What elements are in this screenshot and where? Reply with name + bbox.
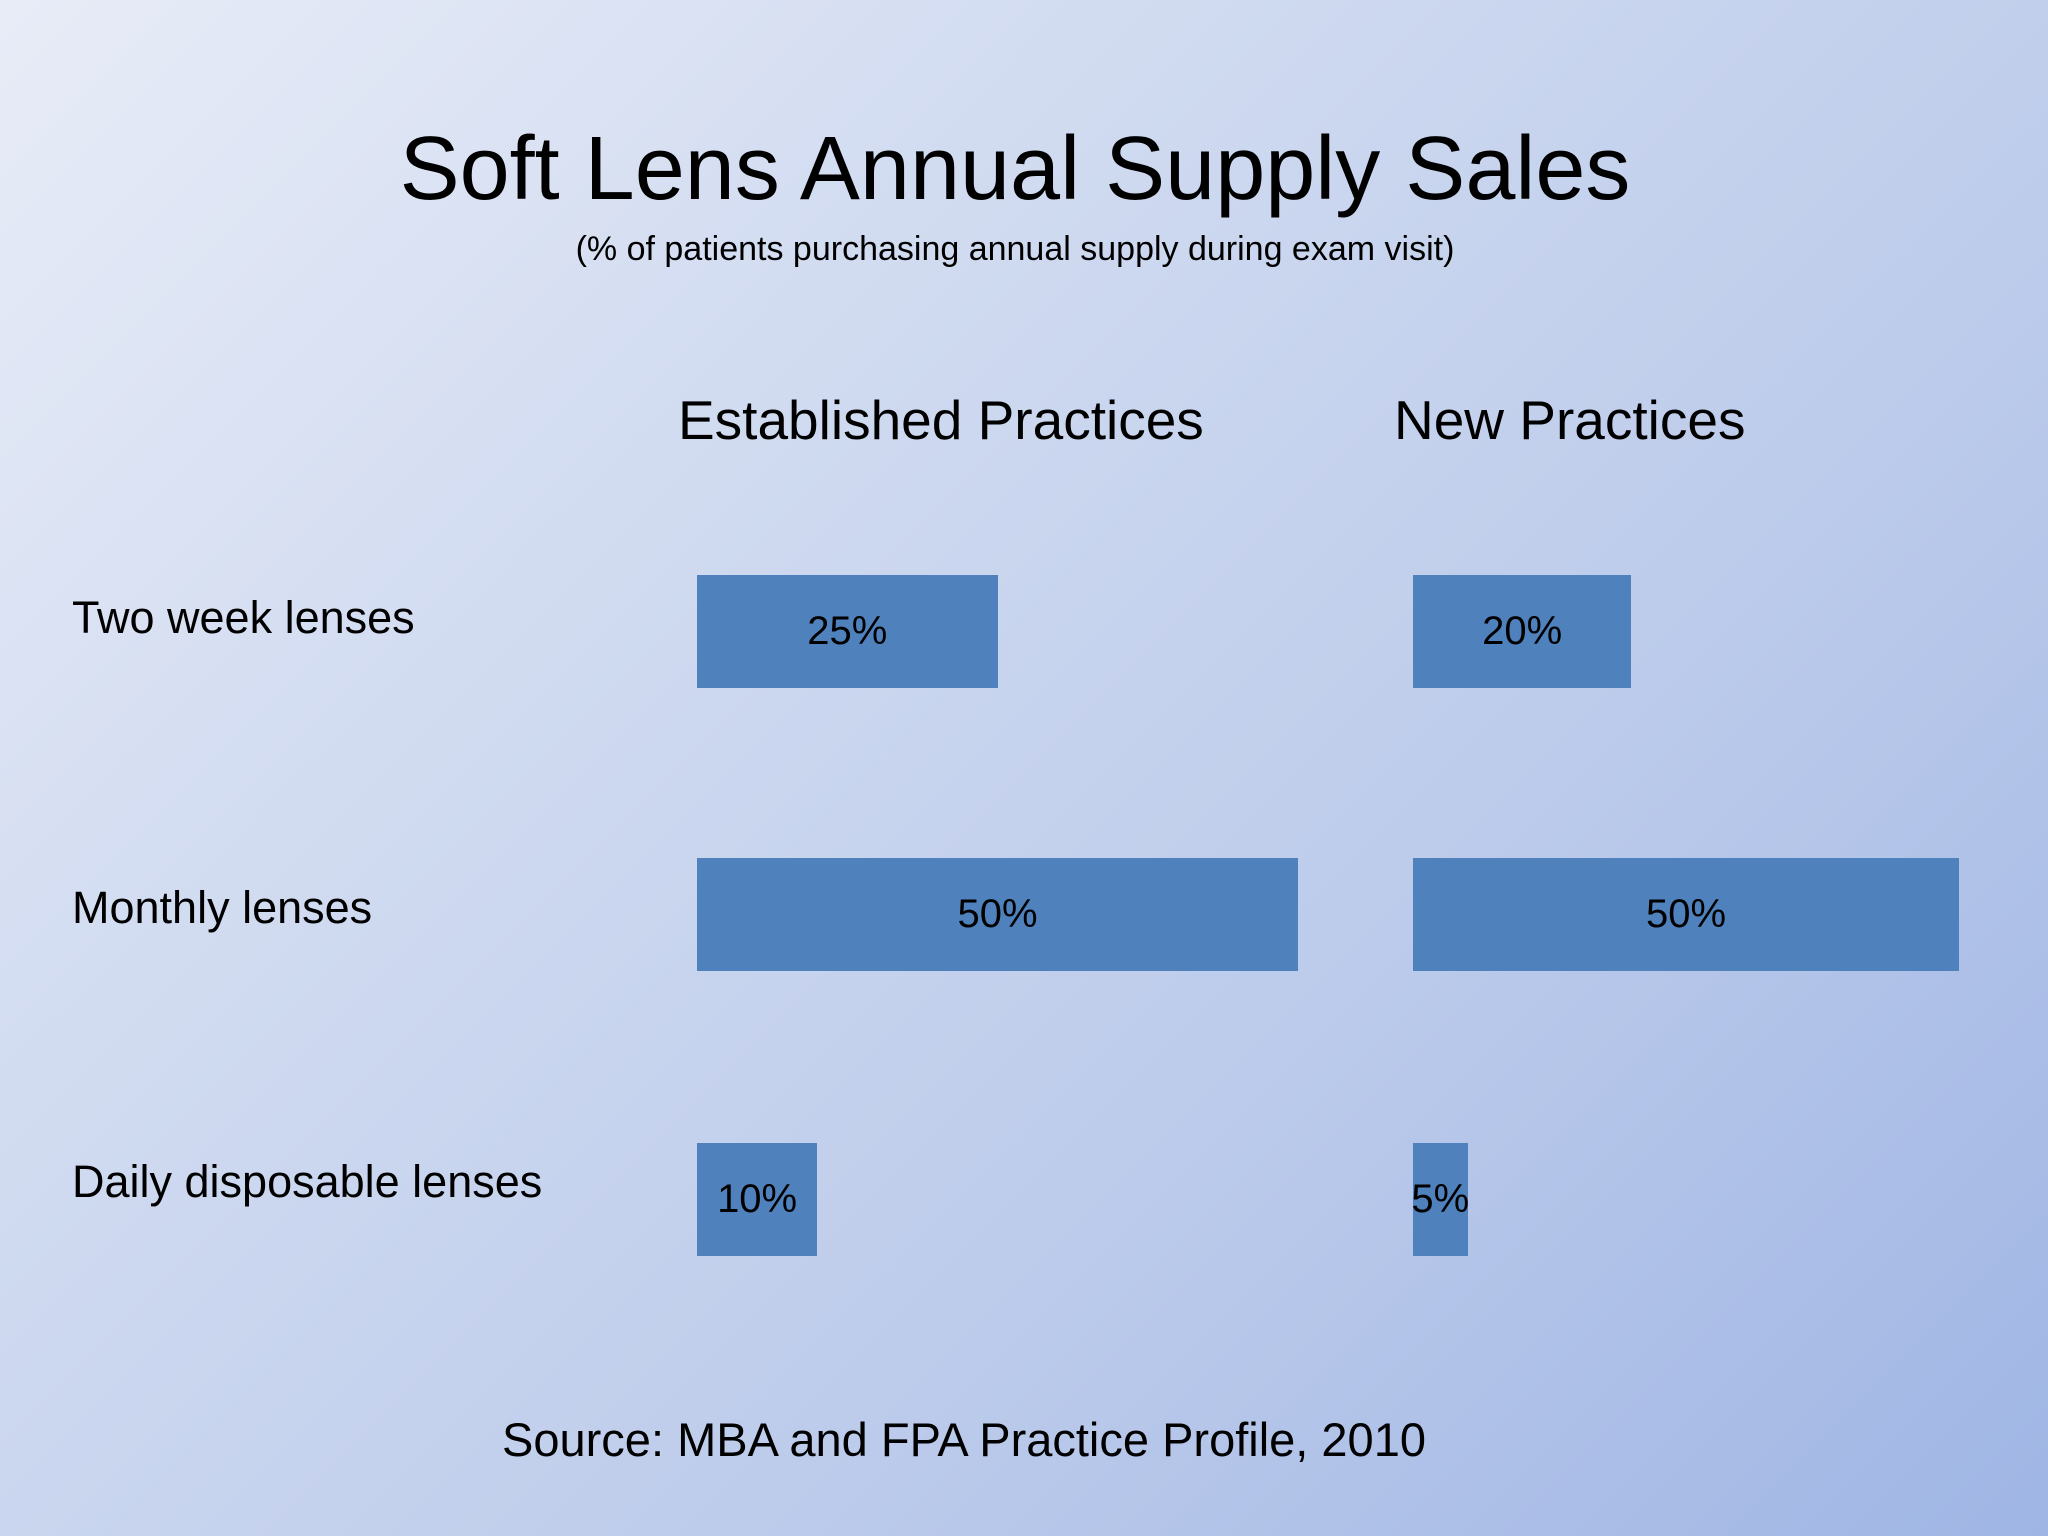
bar-established-0: 25%: [697, 575, 998, 688]
bar-value-label: 50%: [957, 892, 1038, 936]
bar-established-1: 50%: [697, 858, 1298, 971]
source-note: Source: MBA and FPA Practice Profile, 20…: [502, 1413, 1426, 1466]
column-header-established: Established Practices: [678, 389, 1204, 451]
bar-established-2: 10%: [697, 1143, 818, 1256]
row-label-two-week: Two week lenses: [72, 592, 415, 643]
bar-value-label: 20%: [1482, 609, 1563, 653]
chart-title: Soft Lens Annual Supply Sales: [399, 119, 1631, 219]
bar-new-1: 50%: [1413, 858, 1959, 971]
bar-value-label: 50%: [1645, 892, 1727, 936]
chart-subtitle: (% of patients purchasing annual supply …: [575, 230, 1455, 268]
bar-value-label: 10%: [717, 1177, 798, 1221]
bar-value-label: 5%: [1411, 1177, 1470, 1221]
row-label-monthly: Monthly lenses: [72, 882, 373, 933]
bar-new-2: 5%: [1411, 1143, 1470, 1256]
bar-new-0: 20%: [1413, 575, 1632, 688]
row-label-daily: Daily disposable lenses: [72, 1156, 543, 1207]
column-header-new: New Practices: [1394, 389, 1746, 451]
bar-value-label: 25%: [807, 609, 888, 653]
